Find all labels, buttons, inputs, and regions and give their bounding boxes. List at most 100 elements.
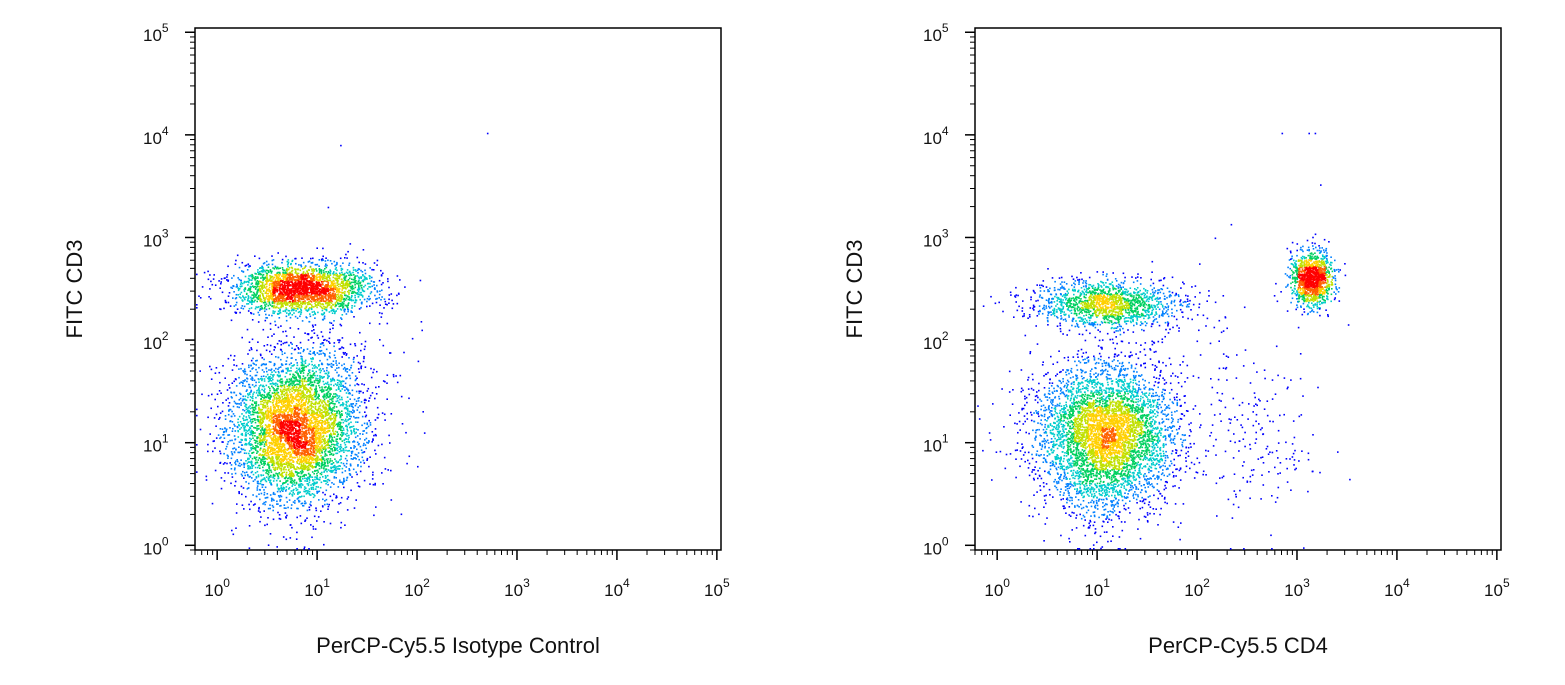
event-dot bbox=[364, 415, 367, 418]
event-dot bbox=[363, 401, 366, 404]
event-dot bbox=[317, 463, 320, 466]
event-dot bbox=[305, 409, 307, 411]
event-dot bbox=[303, 417, 305, 420]
event-dot bbox=[282, 490, 284, 492]
event-dot bbox=[249, 454, 252, 457]
event-dot bbox=[256, 415, 259, 417]
event-dot bbox=[306, 388, 308, 391]
event-dot bbox=[297, 493, 299, 495]
event-dot bbox=[297, 491, 300, 493]
event-dot bbox=[312, 528, 315, 530]
event-dot bbox=[262, 503, 264, 505]
event-dot bbox=[267, 413, 270, 415]
event-dot bbox=[249, 508, 251, 511]
event-dot bbox=[281, 401, 283, 404]
event-dot bbox=[247, 487, 250, 489]
event-dot bbox=[310, 396, 312, 399]
event-dot bbox=[306, 419, 309, 422]
event-dot bbox=[261, 412, 264, 414]
event-dot bbox=[278, 425, 281, 427]
event-dot bbox=[294, 502, 296, 504]
event-dot bbox=[321, 376, 324, 379]
event-dot bbox=[272, 491, 275, 494]
event-dot bbox=[248, 450, 251, 452]
event-dot bbox=[251, 407, 253, 409]
event-dot bbox=[324, 450, 327, 452]
event-dot bbox=[333, 396, 335, 398]
event-dot bbox=[222, 431, 225, 433]
event-dot bbox=[294, 396, 297, 398]
event-dot bbox=[326, 461, 329, 464]
event-dot bbox=[374, 482, 376, 485]
event-dot bbox=[238, 376, 240, 379]
event-dot bbox=[332, 402, 335, 405]
event-dot bbox=[292, 399, 294, 402]
event-dot bbox=[272, 509, 274, 512]
event-dot bbox=[287, 506, 289, 509]
event-dot bbox=[275, 400, 278, 403]
event-dot bbox=[233, 435, 236, 437]
event-dot bbox=[261, 429, 264, 431]
event-dot bbox=[285, 486, 288, 488]
event-dot bbox=[327, 413, 330, 415]
event-dot bbox=[304, 403, 307, 406]
event-dot bbox=[294, 390, 296, 393]
event-dot bbox=[299, 419, 302, 422]
event-dot bbox=[277, 326, 280, 329]
event-dot bbox=[281, 417, 284, 419]
event-dot bbox=[322, 380, 325, 383]
event-dot bbox=[256, 482, 259, 485]
event-dot bbox=[225, 428, 228, 431]
event-dot bbox=[334, 416, 337, 419]
event-dot bbox=[234, 472, 237, 475]
event-dot bbox=[291, 495, 294, 497]
event-dot bbox=[277, 464, 279, 466]
event-dot bbox=[345, 368, 347, 370]
event-dot bbox=[307, 333, 310, 335]
event-dot bbox=[249, 467, 252, 470]
event-dot bbox=[325, 414, 328, 416]
event-dot bbox=[290, 462, 292, 465]
event-dot bbox=[290, 429, 292, 431]
event-dot bbox=[321, 447, 324, 450]
event-dot bbox=[275, 459, 278, 461]
event-dot bbox=[319, 428, 321, 430]
event-dot bbox=[263, 385, 265, 388]
event-dot bbox=[241, 423, 243, 426]
event-dot bbox=[268, 400, 271, 403]
event-dot bbox=[270, 394, 272, 397]
event-dot bbox=[320, 413, 322, 415]
event-dot bbox=[268, 427, 271, 430]
event-dot bbox=[356, 383, 358, 385]
event-dot bbox=[352, 406, 354, 409]
event-dot bbox=[349, 418, 351, 420]
event-dot bbox=[340, 429, 342, 432]
event-dot bbox=[357, 455, 359, 458]
event-dot bbox=[221, 410, 224, 413]
event-dot bbox=[346, 396, 349, 398]
event-dot bbox=[311, 429, 314, 431]
event-dot bbox=[318, 422, 320, 424]
event-dot bbox=[272, 411, 274, 414]
event-dot bbox=[265, 452, 267, 454]
event-dot bbox=[280, 489, 283, 492]
event-dot bbox=[332, 462, 335, 464]
event-dot bbox=[301, 367, 303, 370]
event-dot bbox=[280, 378, 282, 380]
event-dot bbox=[274, 429, 277, 432]
event-dot bbox=[325, 468, 327, 470]
event-dot bbox=[338, 348, 341, 350]
event-dot bbox=[307, 377, 310, 379]
event-dot bbox=[256, 425, 258, 427]
event-dot bbox=[332, 424, 334, 426]
event-dot bbox=[265, 411, 267, 413]
event-dot bbox=[327, 429, 330, 432]
event-dot bbox=[272, 413, 275, 415]
event-dot bbox=[281, 483, 284, 486]
event-dot bbox=[233, 391, 235, 394]
event-dot bbox=[337, 396, 340, 399]
event-dot bbox=[354, 384, 356, 387]
event-dot bbox=[312, 430, 314, 433]
event-dot bbox=[324, 408, 327, 411]
event-dot bbox=[324, 475, 327, 477]
